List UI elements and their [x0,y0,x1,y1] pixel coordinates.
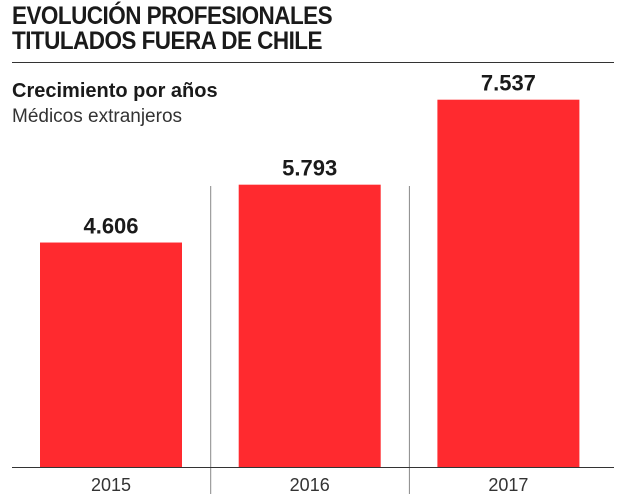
bar-2016 [238,184,381,467]
chart-title-line-2: TITULADOS FUERA DE CHILE [12,27,322,55]
bars [40,99,580,468]
chart-title-line-1: EVOLUCIÓN PROFESIONALES [12,2,333,30]
value-labels: 4.606 5.793 7.537 [83,71,535,239]
tick-label-2017: 2017 [488,475,528,495]
x-tick-labels: 2015 2016 2017 [91,475,528,495]
chart-caption: Médicos extranjeros [12,106,183,127]
column-separators [210,186,410,494]
value-label-2017: 7.537 [481,71,536,96]
title-divider [12,62,614,63]
bar-2017 [437,99,580,468]
value-label-2016: 5.793 [282,156,337,181]
bar-2015 [40,242,182,467]
tick-label-2015: 2015 [91,475,131,495]
value-label-2015: 4.606 [83,214,138,239]
chart-subtitle: Crecimiento por años [12,80,218,102]
chart-title: EVOLUCIÓN PROFESIONALES TITULADOS FUERA … [12,2,333,55]
tick-label-2016: 2016 [290,475,330,495]
